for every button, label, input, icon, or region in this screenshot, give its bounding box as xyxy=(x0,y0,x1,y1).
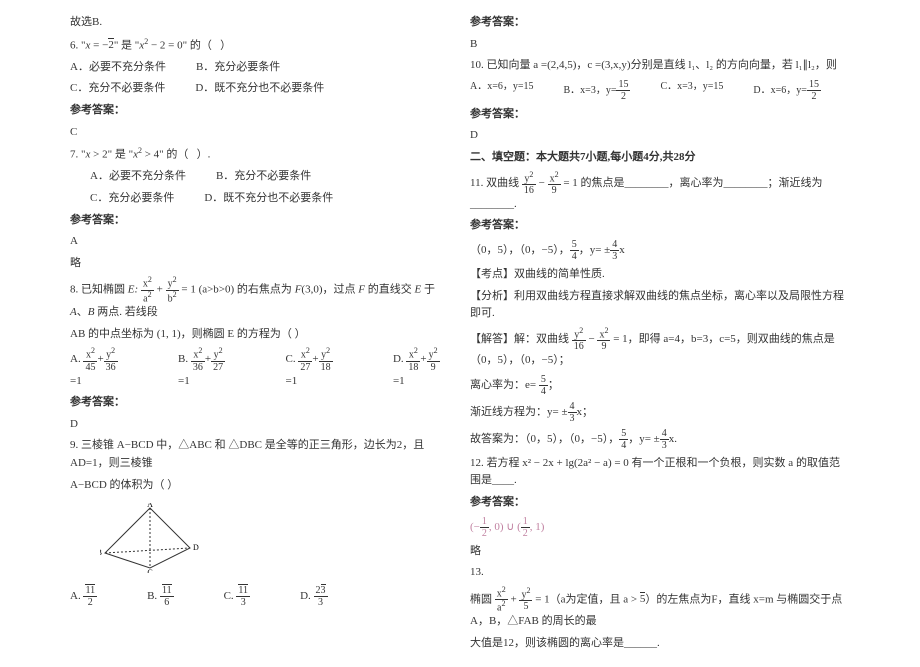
q9-opts: A. 112 B. 116 C. 113 D. 233 xyxy=(70,585,450,608)
q10-stem: 10. 已知向量 a =(2,4,5)，c =(3,x,y)分别是直线 l₁、l… xyxy=(470,57,850,75)
q9-stem-1: 9. 三棱锥 A−BCD 中，△ABC 和 △DBC 是全等的正三角形，边长为2… xyxy=(70,437,450,472)
q8-opt-d: D. x218+y29=1 xyxy=(393,347,450,390)
q6-opt-c: C．充分不必要条件 xyxy=(70,80,165,98)
q6-opt-b: B．充分必要条件 xyxy=(196,59,280,77)
lue: 略 xyxy=(70,255,450,273)
right-column: 参考答案： B 10. 已知向量 a =(2,4,5)，c =(3,x,y)分别… xyxy=(460,10,860,657)
q10-opts: A．x=6，y=15 B．x=3，y=152 C．x=3，y=15 D．x=6，… xyxy=(470,79,850,102)
q8-answer: D xyxy=(70,416,450,434)
q7-answer: A xyxy=(70,233,450,251)
q8-p1: 8. 已知椭圆 xyxy=(70,284,125,296)
svg-text:B: B xyxy=(100,548,102,557)
q11-kd: 【考点】双曲线的简单性质. xyxy=(470,266,850,284)
q9-opt-a: A. 112 xyxy=(70,585,97,608)
q12-answer: (−12, 0) ∪ (12, 1) xyxy=(470,516,850,539)
q11-jd3: 渐近线方程为：y= ±43x； xyxy=(470,401,850,424)
q10-opt-d: D．x=6，y=152 xyxy=(753,79,821,102)
q11-stem: 11. 双曲线 y216 − x29 = 1 的焦点是________，离心率为… xyxy=(470,171,850,214)
ref-answer-label: 参考答案： xyxy=(70,102,450,120)
q9-stem-2: A−BCD 的体积为（ ） xyxy=(70,477,450,495)
q9-opt-d: D. 233 xyxy=(300,585,327,608)
q11-jd1: 【解答】解：双曲线 y216 − x29 = 1，即得 a=4，b=3，c=5，… xyxy=(470,327,850,370)
ref-answer-label: 参考答案： xyxy=(470,14,850,32)
svg-text:A: A xyxy=(147,503,153,509)
q10-opt-b: B．x=3，y=152 xyxy=(564,79,631,102)
q11-jd2: 离心率为：e= 54； xyxy=(470,374,850,397)
lue: 略 xyxy=(470,543,850,561)
q10-answer: D xyxy=(470,127,850,145)
q8-stem-2: AB 的中点坐标为 (1, 1)，则椭圆 E 的方程为（ ） xyxy=(70,326,450,344)
text-line: 故选B. xyxy=(70,14,450,32)
q7-opt-b: B．充分不必要条件 xyxy=(216,168,311,186)
svg-text:C: C xyxy=(147,568,152,573)
q8-opts: A. x245+y236=1 B. x236+y227=1 C. x227+y2… xyxy=(70,347,450,390)
q7-opt-a: A．必要不充分条件 xyxy=(90,168,186,186)
q6-opt-a: A．必要不充分条件 xyxy=(70,59,166,77)
q11-fx: 【分析】利用双曲线方程直接求解双曲线的焦点坐标，离心率以及局限性方程即可. xyxy=(470,288,850,323)
q8-opt-a: A. x245+y236=1 xyxy=(70,347,128,390)
q10-opt-a: A．x=6，y=15 xyxy=(470,79,534,102)
q11-jd4: 故答案为：（0，5），（0，−5），54，y= ±43x. xyxy=(470,428,850,451)
q13-stem-2: 大值是12，则该椭圆的离心率是______. xyxy=(470,635,850,653)
q7-opt-d: D．既不充分也不必要条件 xyxy=(204,190,333,208)
ref-answer-label: 参考答案： xyxy=(470,106,850,124)
q6-opt-d: D．既不充分也不必要条件 xyxy=(195,80,324,98)
q9-opt-b: B. 116 xyxy=(147,585,173,608)
svg-text:D: D xyxy=(193,543,199,552)
q11-answer: （0，5），（0，−5），54，y= ±43x xyxy=(470,239,850,262)
section-2-header: 二、填空题：本大题共7小题,每小题4分,共28分 xyxy=(470,149,850,167)
left-column: 故选B. 6. "x = −2" 是 "x2 − 2 = 0" 的（ ） A．必… xyxy=(60,10,460,657)
ref-answer-label: 参考答案： xyxy=(470,494,850,512)
q7-opts-row2: C．充分必要条件 D．既不充分也不必要条件 xyxy=(90,190,450,208)
q7-opt-c: C．充分必要条件 xyxy=(90,190,174,208)
q8-opt-c: C. x227+y218=1 xyxy=(286,347,343,390)
q6-opts-row2: C．充分不必要条件 D．既不充分也不必要条件 xyxy=(70,80,450,98)
q9-answer: B xyxy=(470,36,850,54)
tetrahedron-diagram: A B C D xyxy=(100,503,200,573)
q7-opts-row1: A．必要不充分条件 B．充分不必要条件 xyxy=(90,168,450,186)
q10-opt-c: C．x=3，y=15 xyxy=(660,79,723,102)
q9-opt-c: C. 113 xyxy=(224,585,250,608)
q13-num: 13. xyxy=(470,564,850,582)
q6-stem: 6. "x = −2" 是 "x2 − 2 = 0" 的（ ） xyxy=(70,36,450,55)
q8-opt-b: B. x236+y227=1 xyxy=(178,347,235,390)
ref-answer-label: 参考答案： xyxy=(470,217,850,235)
q12-stem: 12. 若方程 x² − 2x + lg(2a² − a) = 0 有一个正根和… xyxy=(470,455,850,490)
ref-answer-label: 参考答案： xyxy=(70,212,450,230)
q6-opts-row1: A．必要不充分条件 B．充分必要条件 xyxy=(70,59,450,77)
q13-stem-1: 椭圆 x2a2 + y25 = 1（a为定值，且 a > 5）的左焦点为F，直线… xyxy=(470,586,850,631)
q7-stem: 7. "x > 2" 是 "x2 > 4" 的（ ）. xyxy=(70,145,450,164)
q6-answer: C xyxy=(70,124,450,142)
q8-stem-1: 8. 已知椭圆 E: x2a2 + y2b2 = 1 (a>b>0) 的右焦点为… xyxy=(70,276,450,321)
ref-answer-label: 参考答案： xyxy=(70,394,450,412)
